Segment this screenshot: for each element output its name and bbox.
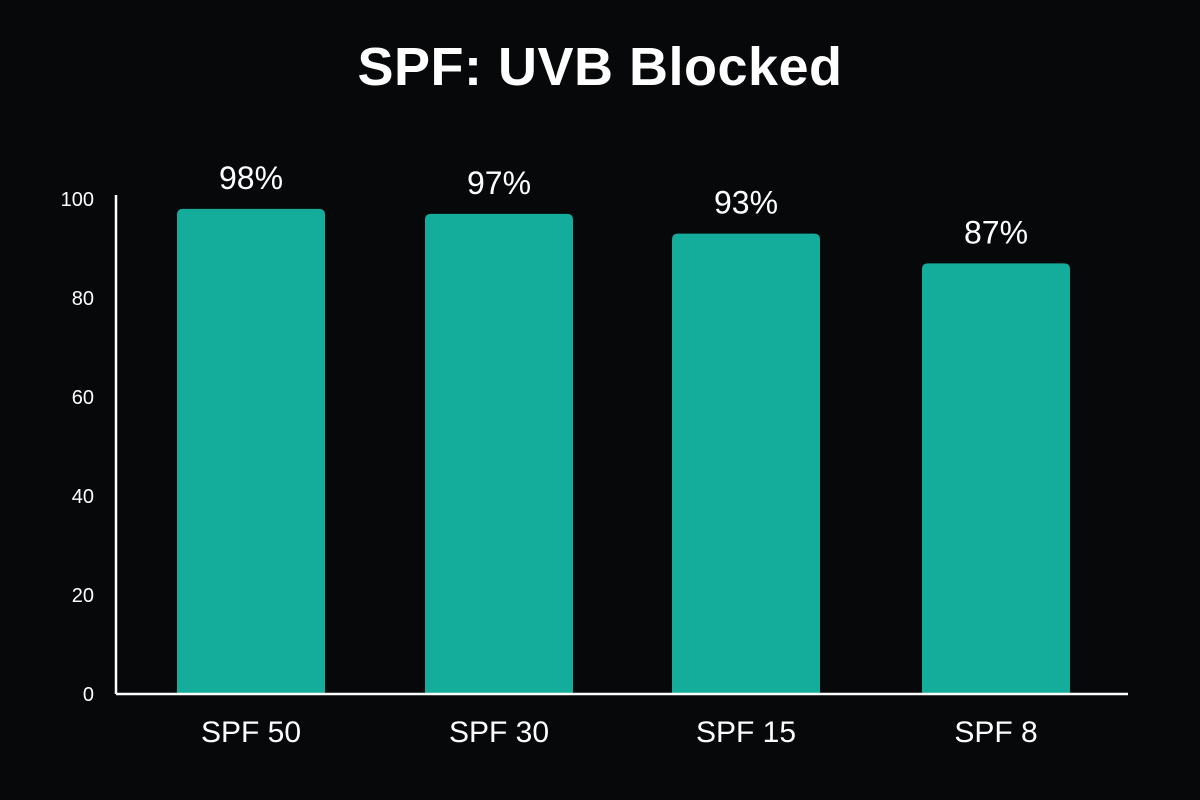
y-tick-label: 100 <box>61 189 94 211</box>
y-axis: 0 20 40 60 80 100 <box>61 189 118 706</box>
data-label: 97% <box>467 165 531 201</box>
x-tick-label: SPF 8 <box>954 716 1037 749</box>
bar-spf-15 <box>672 233 820 694</box>
y-tick-label: 20 <box>72 585 94 607</box>
bar-spf-50 <box>177 208 325 694</box>
y-tick-label: 0 <box>83 684 94 706</box>
bar-labels: 98% 97% 93% 87% <box>219 160 1028 250</box>
data-label: 93% <box>714 185 778 221</box>
data-label: 98% <box>219 160 283 196</box>
x-tick-label: SPF 50 <box>201 716 301 749</box>
y-tick-label: 60 <box>72 387 94 409</box>
x-axis: SPF 50 SPF 30 SPF 15 SPF 8 <box>116 692 1128 749</box>
bars <box>177 208 1070 694</box>
x-tick-label: SPF 15 <box>696 716 796 749</box>
y-tick-label: 40 <box>72 486 94 508</box>
bar-spf-8 <box>922 263 1070 694</box>
x-tick-label: SPF 30 <box>449 716 549 749</box>
y-tick-label: 80 <box>72 288 94 310</box>
chart-title: SPF: UVB Blocked <box>357 37 843 97</box>
bar-spf-30 <box>425 213 573 694</box>
data-label: 87% <box>964 214 1028 250</box>
